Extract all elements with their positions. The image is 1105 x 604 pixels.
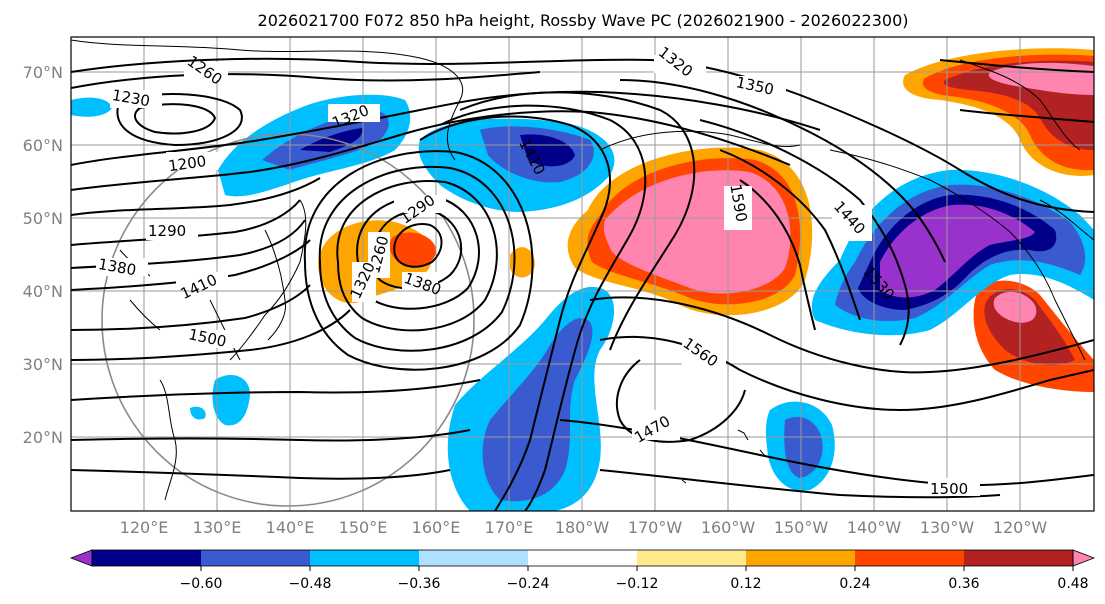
lat-label: 20°N (23, 428, 63, 447)
lon-label: 150°E (339, 518, 388, 537)
lon-label: 140°E (266, 518, 315, 537)
colorbar-swatch (964, 550, 1074, 566)
lat-label: 70°N (23, 63, 63, 82)
lon-label: 120°W (993, 518, 1048, 537)
colorbar-tick-label: −0.12 (616, 576, 659, 592)
lat-label: 40°N (23, 282, 63, 301)
reference-circle (101, 133, 475, 507)
colorbar-tick-label: 0.24 (839, 576, 870, 592)
lon-label: 120°E (120, 518, 169, 537)
colorbar-tick-label: 0.48 (1057, 576, 1088, 592)
lon-label: 130°W (920, 518, 975, 537)
colorbar-tick-label: −0.48 (289, 576, 332, 592)
height-contours (71, 57, 1094, 511)
colorbar-swatch (746, 550, 856, 566)
lon-label: 170°W (628, 518, 683, 537)
colorbar-swatch (528, 550, 638, 566)
colorbar-swatch (201, 550, 311, 566)
colorbar-min-extend (71, 550, 92, 566)
contour-label: 1500 (930, 480, 968, 498)
lon-label: 140°W (847, 518, 902, 537)
colorbar-tick-label: −0.24 (507, 576, 550, 592)
lon-label: 180°W (555, 518, 610, 537)
colorbar-swatch (310, 550, 420, 566)
colorbar: −0.60 −0.48 −0.36 −0.24 −0.12 0.12 0.24 0.36 0.4… (69, 549, 1096, 592)
map-area: 1260 1230 1320 1200 1290 1380 1410 1500 … (71, 37, 1094, 511)
colorbar-swatch (855, 550, 965, 566)
lon-label: 160°E (412, 518, 461, 537)
colorbar-swatch (637, 550, 747, 566)
lon-label: 170°E (485, 518, 534, 537)
colorbar-tick-label: −0.60 (180, 576, 223, 592)
contour-label: 1290 (148, 222, 186, 240)
colorbar-max-extend (1073, 550, 1094, 566)
colorbar-ticks: −0.60 −0.48 −0.36 −0.24 −0.12 0.12 0.24 0.36 0.4… (180, 566, 1089, 592)
lat-label: 50°N (23, 209, 63, 228)
longitude-labels: 120°E 130°E 140°E 150°E 160°E 170°E 180°… (120, 518, 1048, 537)
colorbar-swatch (92, 550, 202, 566)
figure-title: 2026021700 F072 850 hPa height, Rossby W… (258, 11, 909, 30)
colorbar-swatches (71, 550, 1094, 566)
lon-label: 130°E (193, 518, 242, 537)
lat-label: 30°N (23, 355, 63, 374)
colorbar-tick-label: 0.12 (730, 576, 761, 592)
colorbar-tick-label: 0.36 (948, 576, 979, 592)
map-frame (70, 36, 1095, 512)
lon-label: 150°W (774, 518, 829, 537)
latitude-labels: 70°N 60°N 50°N 40°N 30°N 20°N (23, 63, 63, 447)
colorbar-tick-label: −0.36 (398, 576, 441, 592)
colorbar-frame (91, 549, 1074, 567)
lon-label: 160°W (701, 518, 756, 537)
colorbar-swatch (419, 550, 529, 566)
lat-label: 60°N (23, 136, 63, 155)
contour-label: 1200 (167, 152, 207, 175)
